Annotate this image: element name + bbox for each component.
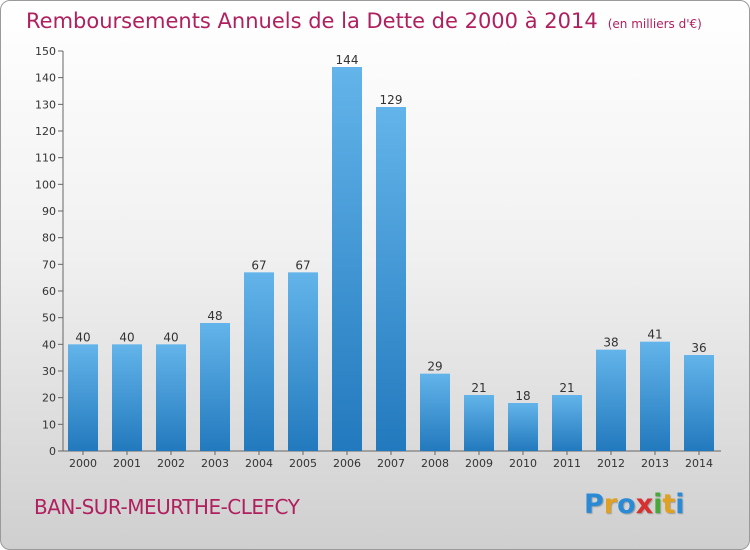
data-label: 67 (251, 258, 266, 272)
data-label: 18 (515, 389, 530, 403)
x-tick-label: 2007 (377, 457, 405, 470)
y-tick-label: 90 (42, 205, 56, 218)
x-tick-label: 2002 (157, 457, 185, 470)
data-label: 29 (427, 360, 442, 374)
data-label: 40 (119, 330, 134, 344)
x-tick-label: 2014 (685, 457, 713, 470)
y-tick-label: 80 (42, 232, 56, 245)
y-tick-label: 150 (35, 45, 56, 58)
y-tick-label: 60 (42, 285, 56, 298)
x-tick-label: 2012 (597, 457, 625, 470)
title-text: Remboursements Annuels de la Dette de 20… (26, 9, 598, 33)
axes: 0 10 20 30 40 50 60 70 80 90 100 110 120 130 140 150 (35, 45, 721, 458)
y-tick-label: 100 (35, 178, 56, 191)
logo-letter: x (635, 489, 654, 520)
data-label: 48 (207, 309, 222, 323)
logo-letter: t (662, 489, 676, 520)
labels: 40 2000 40 2001 40 2002 48 2003 67 2004 67 2005 144 2… (69, 53, 713, 470)
y-tick-label: 130 (35, 98, 56, 111)
y-tick-label: 40 (42, 338, 56, 351)
bar (200, 323, 230, 451)
proxiti-logo: Proxiti (584, 489, 685, 520)
bar (376, 107, 406, 451)
bar (684, 355, 714, 451)
logo-letter: i (653, 489, 663, 520)
data-label: 21 (471, 381, 486, 395)
data-label: 67 (295, 258, 310, 272)
y-tick-label: 10 (42, 418, 56, 431)
chart-title: Remboursements Annuels de la Dette de 20… (26, 9, 702, 33)
y-tick-label: 140 (35, 72, 56, 85)
bar (332, 67, 362, 451)
y-tick-label: 110 (35, 152, 56, 165)
data-label: 144 (336, 53, 359, 67)
logo-letter: P (584, 489, 604, 520)
data-label: 36 (691, 341, 706, 355)
data-label: 40 (163, 330, 178, 344)
bar (156, 344, 186, 451)
x-tick-label: 2013 (641, 457, 669, 470)
logo-letter: o (617, 489, 636, 520)
logo-letter: r (603, 489, 618, 520)
bar (68, 344, 98, 451)
data-label: 38 (603, 336, 618, 350)
x-tick-label: 2010 (509, 457, 537, 470)
logo-letter: i (675, 489, 685, 520)
x-tick-label: 2006 (333, 457, 361, 470)
y-tick-label: 20 (42, 392, 56, 405)
x-tick-label: 2008 (421, 457, 449, 470)
unit-label: (en milliers d'€) (607, 17, 702, 31)
x-tick-label: 2001 (113, 457, 141, 470)
y-tick-label: 0 (49, 445, 56, 458)
bar (508, 403, 538, 451)
bar (288, 272, 318, 451)
y-tick-label: 120 (35, 125, 56, 138)
y-tick-label: 50 (42, 312, 56, 325)
x-tick-label: 2009 (465, 457, 493, 470)
data-label: 41 (647, 328, 662, 342)
bar (596, 349, 626, 451)
bar (420, 373, 450, 451)
y-tick-label: 30 (42, 365, 56, 378)
bar (640, 341, 670, 451)
data-label: 40 (75, 330, 90, 344)
x-tick-label: 2003 (201, 457, 229, 470)
x-tick-label: 2000 (69, 457, 97, 470)
commune-name: BAN-SUR-MEURTHE-CLEFCY (34, 495, 300, 519)
bar (552, 395, 582, 451)
data-label: 21 (559, 381, 574, 395)
x-tick-label: 2011 (553, 457, 581, 470)
x-tick-label: 2004 (245, 457, 273, 470)
bar (464, 395, 494, 451)
bar (244, 272, 274, 451)
data-label: 129 (380, 93, 403, 107)
bar (112, 344, 142, 451)
x-tick-label: 2005 (289, 457, 317, 470)
y-tick-label: 70 (42, 258, 56, 271)
bars (68, 67, 714, 451)
